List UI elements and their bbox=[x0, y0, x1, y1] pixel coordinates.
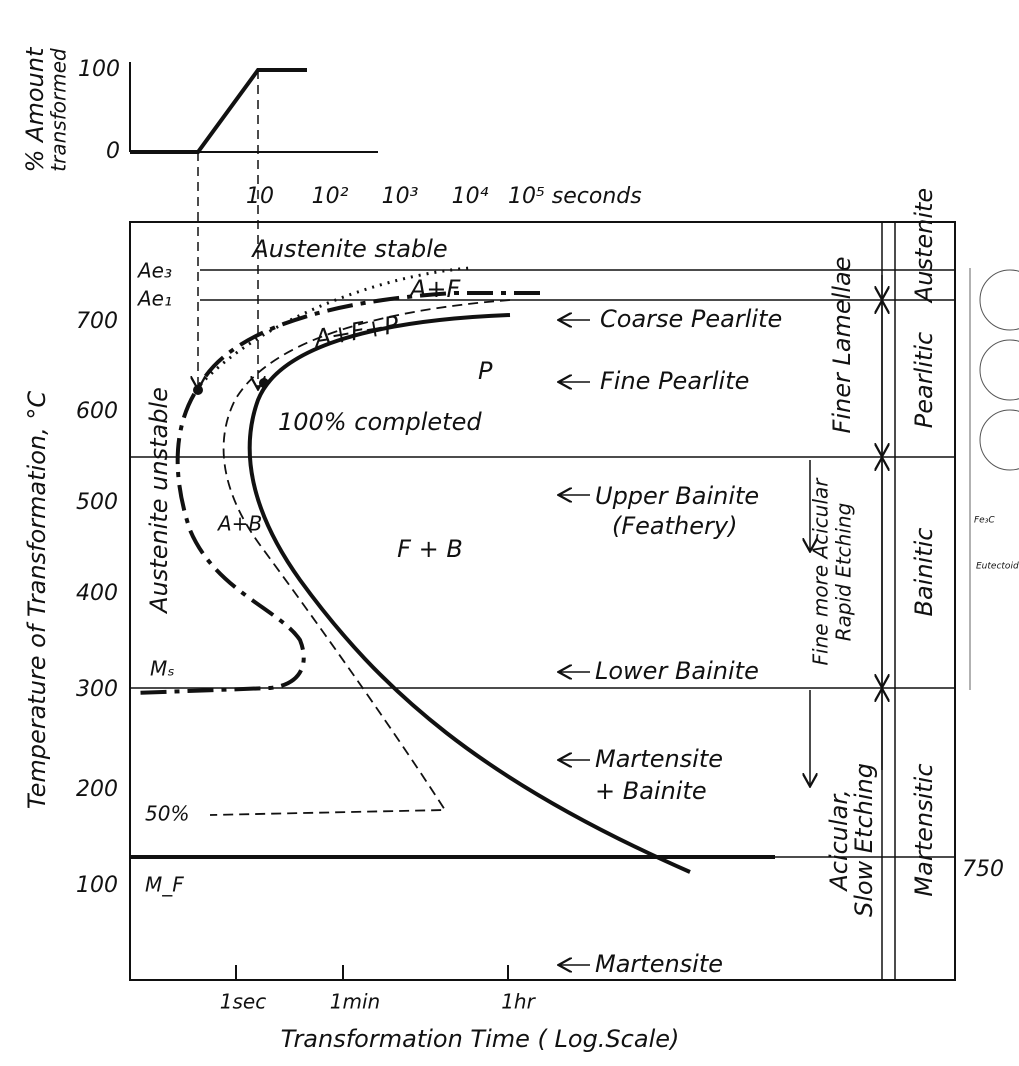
ttt-diagram: % Amount transformed 100 0 10 10² 10³ 10… bbox=[0, 0, 1019, 1066]
side-label: Eutectoid bbox=[976, 562, 1019, 572]
region-label: A+F+P bbox=[310, 310, 401, 353]
y-tick-label: 200 bbox=[76, 777, 118, 802]
inset-x-tick: 10⁵ seconds bbox=[508, 184, 642, 209]
structure-label: Austenite bbox=[910, 188, 938, 304]
product-label: Fine Pearlite bbox=[600, 367, 749, 395]
fifty-percent-curve bbox=[210, 300, 510, 815]
y-tick-label: 600 bbox=[76, 399, 118, 424]
trend-label: Acicular, bbox=[825, 789, 853, 892]
inset-x-tick: 10 bbox=[246, 184, 274, 209]
side-figure: Fe₃C Eutectoid 750 bbox=[962, 268, 1019, 882]
trends: Finer Lamellae Fine more Acicular Rapid … bbox=[809, 188, 939, 917]
x-tick-label: 1sec bbox=[220, 990, 266, 1014]
inset-y-label: % Amount bbox=[21, 46, 49, 172]
structure-label: Bainitic bbox=[910, 528, 938, 617]
trend-label: Slow Etching bbox=[850, 763, 878, 917]
region-label: Mₛ bbox=[150, 657, 175, 681]
page: {"inset":{"y_label_line1":"% Amount","y_… bbox=[0, 0, 1019, 1066]
product-label: + Bainite bbox=[595, 777, 707, 805]
x-tick-label: 1hr bbox=[501, 990, 536, 1014]
region-label: Ae₁ bbox=[136, 287, 172, 311]
side-label: Fe₃C bbox=[974, 516, 995, 526]
region-label: Austenite unstable bbox=[145, 387, 173, 615]
product-label: Coarse Pearlite bbox=[600, 305, 782, 333]
start-curve bbox=[135, 293, 540, 693]
products: Coarse Pearlite Fine Pearlite Upper Bain… bbox=[560, 305, 782, 978]
product-label: Lower Bainite bbox=[595, 657, 759, 685]
x-axis-label: Transformation Time ( Log.Scale) bbox=[281, 1025, 680, 1053]
x-tick-label: 1min bbox=[330, 990, 380, 1014]
region-label: 100% completed bbox=[278, 408, 482, 436]
trend-label: Fine more Acicular bbox=[809, 477, 833, 666]
point bbox=[259, 378, 269, 388]
side-circle bbox=[980, 270, 1019, 330]
region-label: Ae₃ bbox=[136, 259, 172, 283]
inset-x-tick: 10⁴ bbox=[452, 184, 489, 209]
side-circle bbox=[980, 340, 1019, 400]
region-label: P bbox=[478, 357, 493, 385]
product-label: Martensite bbox=[595, 745, 723, 773]
product-label: Upper Bainite bbox=[595, 482, 759, 510]
y-tick-label: 300 bbox=[76, 677, 118, 702]
region-label: Austenite stable bbox=[250, 235, 447, 263]
inset-tick: 0 bbox=[106, 139, 120, 164]
region-label: A+B bbox=[216, 512, 262, 536]
structure-label: Martensitic bbox=[910, 763, 938, 896]
region-label: F + B bbox=[397, 535, 463, 563]
region-labels: Austenite stable Austenite unstable Ae₃ … bbox=[136, 235, 493, 897]
product-label: (Feathery) bbox=[612, 512, 737, 540]
region-label: A+F bbox=[408, 275, 462, 303]
point bbox=[193, 385, 203, 395]
y-tick-label: 500 bbox=[76, 490, 118, 515]
region-label: M_F bbox=[145, 873, 184, 897]
side-circle bbox=[980, 410, 1019, 470]
y-tick-label: 100 bbox=[76, 873, 118, 898]
inset-tick: 100 bbox=[78, 57, 120, 82]
inset-x-tick: 10³ bbox=[382, 184, 419, 209]
product-label: Martensite bbox=[595, 950, 723, 978]
inset-y-label: transformed bbox=[47, 48, 71, 172]
y-axis-label: Temperature of Transformation, °C bbox=[23, 391, 51, 809]
region-label: 50% bbox=[145, 802, 189, 826]
y-tick-label: 700 bbox=[76, 309, 118, 334]
inset-x-tick: 10² bbox=[312, 184, 349, 209]
trend-label: Rapid Etching bbox=[832, 503, 856, 642]
structure-label: Pearlitic bbox=[910, 332, 938, 428]
inset-curve bbox=[130, 70, 307, 152]
trend-label: Finer Lamellae bbox=[828, 257, 856, 434]
y-tick-label: 400 bbox=[76, 581, 118, 606]
side-label: 750 bbox=[962, 857, 1004, 882]
